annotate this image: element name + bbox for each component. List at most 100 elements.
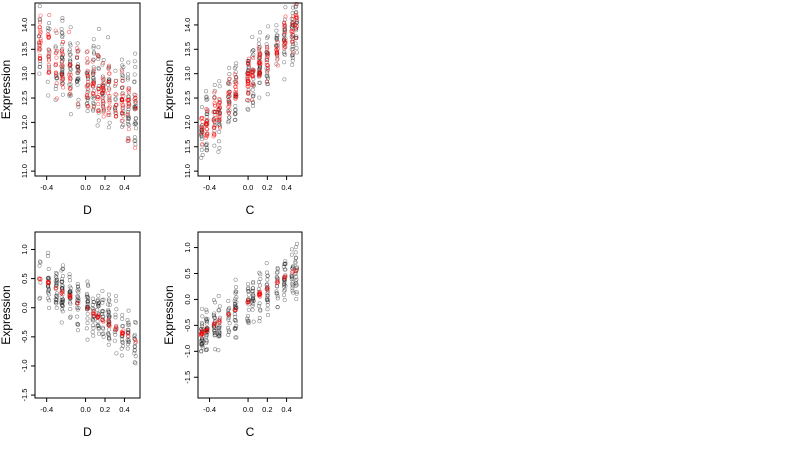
data-point [294,277,299,282]
data-point [204,94,209,99]
data-point [38,13,43,18]
data-point [68,93,73,98]
data-point [86,296,91,301]
data-point [133,142,138,147]
data-point [275,305,280,310]
x-tick-label: 0.4 [119,405,129,414]
data-point [246,318,251,323]
data-point [91,45,96,50]
data-point [60,266,65,271]
data-point [100,317,105,322]
data-point [213,110,218,115]
data-point [59,301,64,306]
data-point [257,30,262,35]
data-point [289,16,294,21]
data-point [91,326,96,331]
data-point [227,65,232,70]
data-point [246,107,251,112]
data-point [54,279,59,284]
data-point [227,94,232,99]
x-tick-label: 0.4 [281,183,291,192]
data-point [106,310,111,315]
data-point [246,292,251,297]
data-point [212,329,217,334]
data-point [294,46,299,51]
data-point [233,289,238,294]
data-point [67,300,72,305]
data-point [232,117,237,122]
data-point [126,340,131,345]
data-point [290,283,295,288]
data-point [234,325,239,330]
data-point [226,81,231,86]
y-axis-title: Expression [162,60,176,119]
data-point [90,95,95,100]
data-point [54,293,59,298]
data-point [265,44,270,49]
data-point [275,305,280,310]
y-axis-title: Expression [0,285,13,344]
data-point [54,305,59,310]
data-point [107,337,112,342]
data-point [60,284,65,289]
data-point [106,292,111,297]
data-point [37,259,42,264]
data-point [274,48,279,53]
data-point [275,296,280,301]
x-tick-label: 0.2 [100,183,110,192]
data-point [226,97,231,102]
data-point [59,277,64,282]
data-point [38,30,43,35]
data-point [227,115,232,120]
data-point [204,333,209,338]
data-point [46,287,51,292]
data-point [126,123,131,128]
data-point [90,318,95,323]
data-point [264,297,269,302]
data-point [76,71,81,76]
data-point [294,267,299,272]
data-point [282,283,287,288]
data-point [274,270,279,275]
data-point [60,309,65,314]
data-point [234,335,239,340]
data-point [250,49,255,54]
data-point [294,296,299,301]
data-point [293,268,298,273]
data-point [106,309,111,314]
data-point [293,41,298,46]
data-point [126,115,131,120]
data-point [257,319,262,324]
data-point [54,277,59,282]
data-point [233,108,238,113]
data-point [217,145,222,150]
data-point [100,99,105,104]
data-point [257,62,262,67]
data-point [290,58,295,63]
data-point [200,306,205,311]
data-point [216,348,221,353]
data-point [257,37,262,42]
data-point [226,80,231,85]
data-point [120,111,125,116]
data-point [282,297,287,302]
data-point [86,282,91,287]
data-point [46,26,51,31]
data-point [294,255,299,260]
data-point [274,291,279,296]
data-point [282,51,287,56]
data-point [91,93,96,98]
data-point [60,81,65,86]
data-point [251,319,256,324]
data-point [233,111,238,116]
data-point [246,281,251,286]
data-point [76,65,81,70]
data-point [114,326,119,331]
x-tick-label: 0.4 [119,183,129,192]
data-point [38,61,43,66]
data-point [61,263,66,268]
data-point [59,59,64,64]
data-point [132,344,137,349]
data-point [233,305,238,310]
data-point [216,333,221,338]
